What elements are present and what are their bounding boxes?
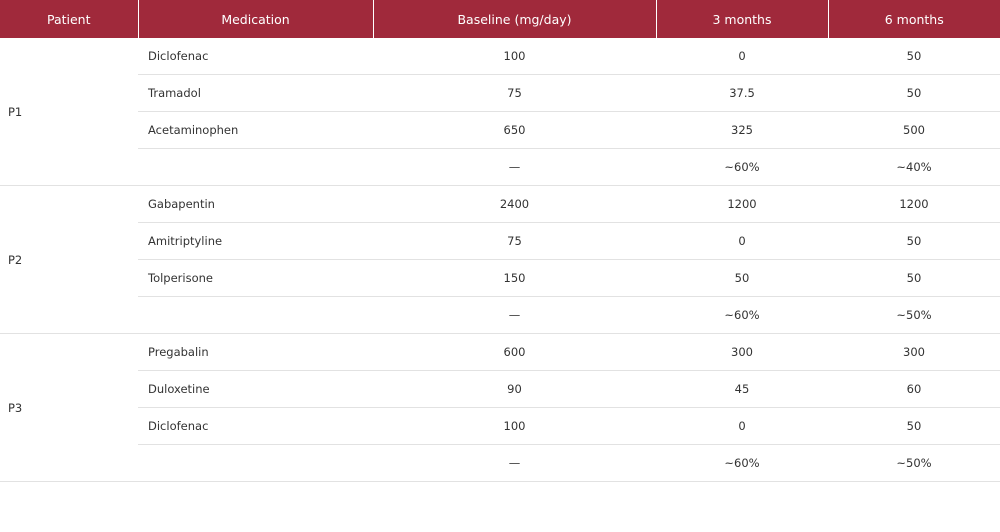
cell: ~40% [828, 148, 1000, 186]
cell: 0 [656, 222, 828, 260]
cell: 100 [373, 407, 656, 445]
header-cell: 6 months [828, 0, 1000, 38]
cell: ~60% [656, 296, 828, 334]
cell: 75 [373, 74, 656, 112]
cell: 650 [373, 111, 656, 149]
cell: 500 [828, 111, 1000, 149]
cell: 150 [373, 259, 656, 297]
empty-cell [138, 296, 373, 334]
cell: 2400 [373, 185, 656, 223]
table-row: — ~60% ~50% [0, 296, 1000, 334]
cell: 0 [656, 407, 828, 445]
table-row: P3 Pregabalin 600 300 300 [0, 333, 1000, 482]
header-cell: Baseline (mg/day) [373, 0, 657, 38]
cell: 0 [656, 38, 828, 75]
cell: Duloxetine [138, 370, 373, 408]
page: Patient Medication Baseline (mg/day) 3 mont… [0, 0, 1000, 482]
cell: 300 [656, 333, 828, 371]
cell: 45 [656, 370, 828, 408]
table-row: Duloxetine 90 45 60 [0, 370, 1000, 408]
cell: Diclofenac [138, 38, 373, 75]
table-row: P1 Diclofenac 100 0 50 [0, 38, 1000, 186]
cell: 75 [373, 222, 656, 260]
cell: Tolperisone [138, 259, 373, 297]
cell: 90 [373, 370, 656, 408]
cell: — [373, 444, 656, 482]
cell: 1200 [656, 185, 828, 223]
cell: 50 [828, 222, 1000, 260]
cell: ~60% [656, 444, 828, 482]
dose-table: Patient Medication Baseline (mg/day) 3 mont… [0, 0, 1000, 482]
cell: Pregabalin [138, 333, 373, 371]
header-cell: Patient [0, 0, 139, 38]
cell: 50 [656, 259, 828, 297]
table-row: P2 Gabapentin 2400 1200 1200 [0, 185, 1000, 334]
cell: — [373, 148, 656, 186]
cell: 50 [828, 407, 1000, 445]
header-cell: 3 months [656, 0, 829, 38]
cell: ~60% [656, 148, 828, 186]
patient-cell: P3 [0, 333, 138, 482]
cell: 325 [656, 111, 828, 149]
cell: 1200 [828, 185, 1000, 223]
cell: Tramadol [138, 74, 373, 112]
cell: 300 [828, 333, 1000, 371]
table-row: — ~60% ~40% [0, 148, 1000, 186]
cell: Acetaminophen [138, 111, 373, 149]
cell: 100 [373, 38, 656, 75]
cell: 600 [373, 333, 656, 371]
table-row: Amitriptyline 75 0 50 [0, 222, 1000, 260]
cell: Amitriptyline [138, 222, 373, 260]
patient-cell: P1 [0, 38, 138, 186]
patient-cell: P2 [0, 185, 138, 334]
cell: 60 [828, 370, 1000, 408]
empty-cell [138, 148, 373, 186]
cell: ~50% [828, 444, 1000, 482]
cell: ~50% [828, 296, 1000, 334]
table-row: Tramadol 75 37.5 50 [0, 74, 1000, 112]
cell: 37.5 [656, 74, 828, 112]
table-row: — ~60% ~50% [0, 444, 1000, 482]
empty-cell [138, 444, 373, 482]
cell: Gabapentin [138, 185, 373, 223]
cell: 50 [828, 74, 1000, 112]
cell: 50 [828, 38, 1000, 75]
table-row: Diclofenac 100 0 50 [0, 407, 1000, 445]
header-row: Patient Medication Baseline (mg/day) 3 mont… [0, 0, 1000, 38]
cell: Diclofenac [138, 407, 373, 445]
cell: — [373, 296, 656, 334]
cell: 50 [828, 259, 1000, 297]
table-row: Acetaminophen 650 325 500 [0, 111, 1000, 149]
table-row: Tolperisone 150 50 50 [0, 259, 1000, 297]
header-cell: Medication [138, 0, 374, 38]
